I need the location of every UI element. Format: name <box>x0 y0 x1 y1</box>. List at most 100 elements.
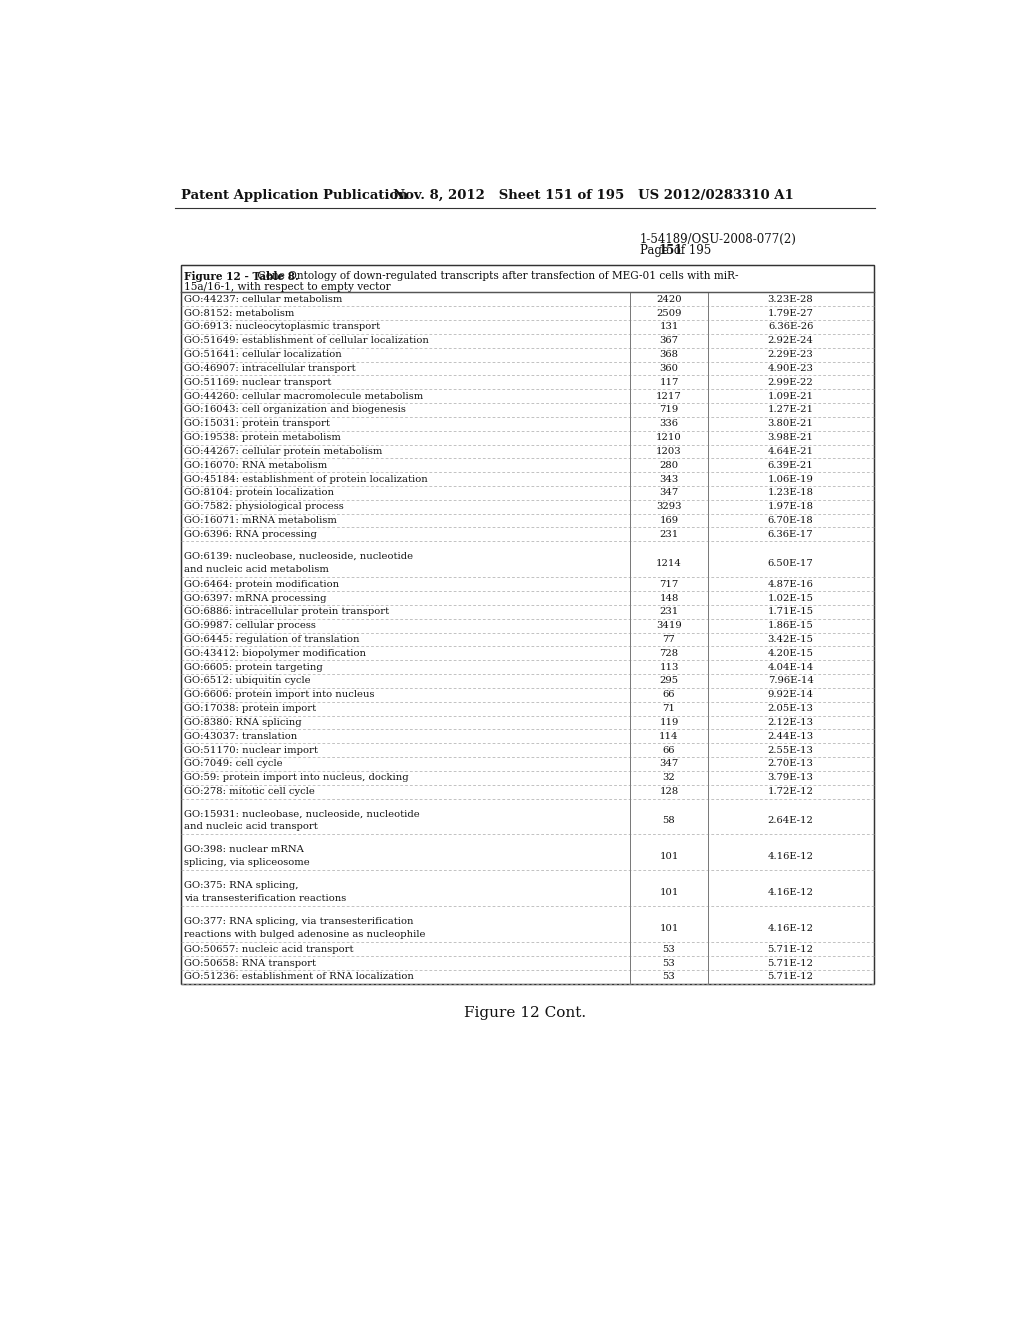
Text: 1.02E-15: 1.02E-15 <box>768 594 814 602</box>
Text: GO:6397: mRNA processing: GO:6397: mRNA processing <box>183 594 327 602</box>
Text: 2.64E-12: 2.64E-12 <box>768 816 813 825</box>
Text: 347: 347 <box>659 488 679 498</box>
Text: GO:19538: protein metabolism: GO:19538: protein metabolism <box>183 433 341 442</box>
Text: 3.79E-13: 3.79E-13 <box>768 774 813 783</box>
Text: GO:398: nuclear mRNA: GO:398: nuclear mRNA <box>183 845 304 854</box>
Text: GO:15031: protein transport: GO:15031: protein transport <box>183 420 330 428</box>
Text: 2.70E-13: 2.70E-13 <box>768 759 813 768</box>
Text: GO:375: RNA splicing,: GO:375: RNA splicing, <box>183 882 298 890</box>
Text: 368: 368 <box>659 350 679 359</box>
Text: GO:59: protein import into nucleus, docking: GO:59: protein import into nucleus, dock… <box>183 774 409 783</box>
Text: GO:51236: establishment of RNA localization: GO:51236: establishment of RNA localizat… <box>183 973 414 982</box>
Text: 66: 66 <box>663 746 675 755</box>
Text: 367: 367 <box>659 337 679 346</box>
Text: 53: 53 <box>663 973 675 982</box>
Text: GO:6606: protein import into nucleus: GO:6606: protein import into nucleus <box>183 690 375 700</box>
Text: Figure 12 - Table 8.: Figure 12 - Table 8. <box>183 271 299 282</box>
Text: 53: 53 <box>663 945 675 954</box>
Text: 53: 53 <box>663 958 675 968</box>
Text: 1203: 1203 <box>656 447 682 455</box>
Text: GO:6139: nucleobase, nucleoside, nucleotide: GO:6139: nucleobase, nucleoside, nucleot… <box>183 552 413 561</box>
Text: 77: 77 <box>663 635 675 644</box>
Text: 117: 117 <box>659 378 679 387</box>
Text: 131: 131 <box>659 322 679 331</box>
Text: GO:7049: cell cycle: GO:7049: cell cycle <box>183 759 283 768</box>
Text: 2.44E-13: 2.44E-13 <box>768 731 814 741</box>
Text: 101: 101 <box>659 888 679 898</box>
Text: 1217: 1217 <box>656 392 682 400</box>
Text: GO:46907: intracellular transport: GO:46907: intracellular transport <box>183 364 355 374</box>
Text: GO:15931: nucleobase, nucleoside, nucleotide: GO:15931: nucleobase, nucleoside, nucleo… <box>183 809 420 818</box>
Text: 2.29E-23: 2.29E-23 <box>768 350 813 359</box>
Text: 1.27E-21: 1.27E-21 <box>768 405 814 414</box>
Text: GO:6396: RNA processing: GO:6396: RNA processing <box>183 529 316 539</box>
Text: 1.79E-27: 1.79E-27 <box>768 309 813 318</box>
Text: 151: 151 <box>658 244 683 257</box>
Text: 1.23E-18: 1.23E-18 <box>768 488 814 498</box>
Text: 4.90E-23: 4.90E-23 <box>768 364 813 374</box>
Text: 58: 58 <box>663 816 675 825</box>
Text: 6.39E-21: 6.39E-21 <box>768 461 813 470</box>
Text: via transesterification reactions: via transesterification reactions <box>183 894 346 903</box>
Text: GO:6913: nucleocytoplasmic transport: GO:6913: nucleocytoplasmic transport <box>183 322 380 331</box>
Text: Figure 12 Cont.: Figure 12 Cont. <box>464 1006 586 1020</box>
Text: 6.70E-18: 6.70E-18 <box>768 516 813 525</box>
Text: 66: 66 <box>663 690 675 700</box>
Text: 2.99E-22: 2.99E-22 <box>768 378 813 387</box>
Text: 1.72E-12: 1.72E-12 <box>768 787 814 796</box>
Text: reactions with bulged adenosine as nucleophile: reactions with bulged adenosine as nucle… <box>183 931 425 939</box>
Text: 128: 128 <box>659 787 679 796</box>
Text: GO:51170: nuclear import: GO:51170: nuclear import <box>183 746 317 755</box>
Bar <box>180 264 873 983</box>
Text: 295: 295 <box>659 676 679 685</box>
Text: 32: 32 <box>663 774 675 783</box>
Text: GO:9987: cellular process: GO:9987: cellular process <box>183 622 315 630</box>
Text: 4.64E-21: 4.64E-21 <box>768 447 814 455</box>
Text: 6.36E-17: 6.36E-17 <box>768 529 813 539</box>
Text: 7.96E-14: 7.96E-14 <box>768 676 813 685</box>
Text: 4.20E-15: 4.20E-15 <box>768 649 814 657</box>
Text: 101: 101 <box>659 924 679 933</box>
Text: 1.71E-15: 1.71E-15 <box>768 607 814 616</box>
Text: 717: 717 <box>659 579 679 589</box>
Text: Page: Page <box>640 244 672 257</box>
Text: 1.97E-18: 1.97E-18 <box>768 502 814 511</box>
Text: 4.16E-12: 4.16E-12 <box>768 924 814 933</box>
Text: 3.42E-15: 3.42E-15 <box>768 635 814 644</box>
Text: 2.92E-24: 2.92E-24 <box>768 337 813 346</box>
Text: 719: 719 <box>659 405 679 414</box>
Text: 347: 347 <box>659 759 679 768</box>
Text: 3.98E-21: 3.98E-21 <box>768 433 813 442</box>
Text: and nucleic acid transport: and nucleic acid transport <box>183 822 317 832</box>
Text: 114: 114 <box>659 731 679 741</box>
Text: 6.36E-26: 6.36E-26 <box>768 322 813 331</box>
Text: 231: 231 <box>659 607 679 616</box>
Text: GO:6445: regulation of translation: GO:6445: regulation of translation <box>183 635 359 644</box>
Text: 3.23E-28: 3.23E-28 <box>768 294 813 304</box>
Text: GO:377: RNA splicing, via transesterification: GO:377: RNA splicing, via transesterific… <box>183 917 414 927</box>
Text: 1.86E-15: 1.86E-15 <box>768 622 813 630</box>
Text: GO:7582: physiological process: GO:7582: physiological process <box>183 502 343 511</box>
Text: 2.55E-13: 2.55E-13 <box>768 746 813 755</box>
Text: 119: 119 <box>659 718 679 727</box>
Text: GO:16043: cell organization and biogenesis: GO:16043: cell organization and biogenes… <box>183 405 406 414</box>
Text: 4.16E-12: 4.16E-12 <box>768 853 814 861</box>
Text: GO:50658: RNA transport: GO:50658: RNA transport <box>183 958 315 968</box>
Text: 148: 148 <box>659 594 679 602</box>
Text: GO:17038: protein import: GO:17038: protein import <box>183 704 316 713</box>
Text: GO:44267: cellular protein metabolism: GO:44267: cellular protein metabolism <box>183 447 382 455</box>
Text: 71: 71 <box>663 704 676 713</box>
Text: 3293: 3293 <box>656 502 682 511</box>
Text: GO:51649: establishment of cellular localization: GO:51649: establishment of cellular loca… <box>183 337 429 346</box>
Text: 360: 360 <box>659 364 679 374</box>
Text: 1214: 1214 <box>656 558 682 568</box>
Text: 5.71E-12: 5.71E-12 <box>768 973 814 982</box>
Text: GO:51169: nuclear transport: GO:51169: nuclear transport <box>183 378 331 387</box>
Text: GO:8380: RNA splicing: GO:8380: RNA splicing <box>183 718 301 727</box>
Bar <box>180 264 873 983</box>
Text: 4.87E-16: 4.87E-16 <box>768 579 813 589</box>
Text: 2509: 2509 <box>656 309 682 318</box>
Text: 3419: 3419 <box>656 622 682 630</box>
Text: GO:8104: protein localization: GO:8104: protein localization <box>183 488 334 498</box>
Text: GO:6512: ubiquitin cycle: GO:6512: ubiquitin cycle <box>183 676 310 685</box>
